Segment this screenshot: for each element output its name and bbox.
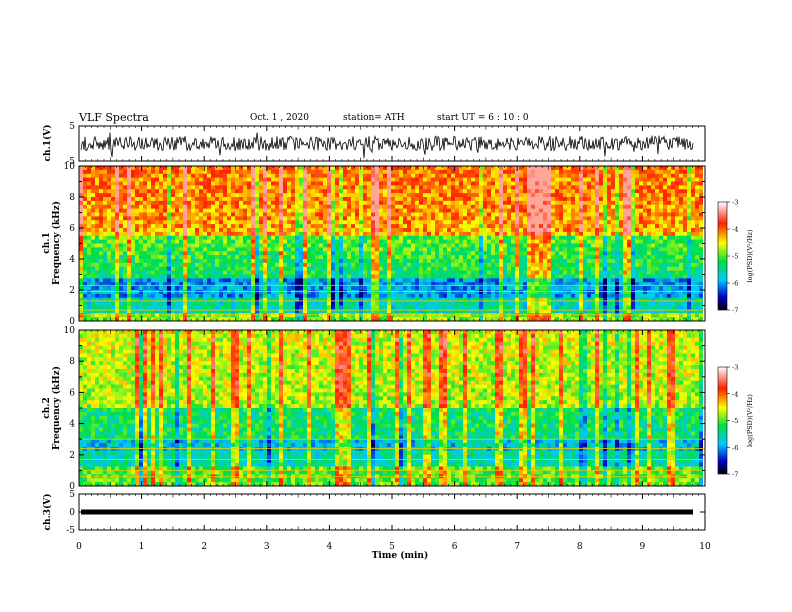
colorbar-tick-label: -7 bbox=[732, 471, 738, 479]
colorbar-tick-label: -5 bbox=[732, 253, 738, 261]
colorbar-tick-label: -5 bbox=[732, 417, 738, 425]
y-tick-label: 0 bbox=[69, 482, 75, 492]
colorbar-tick-label: -6 bbox=[732, 280, 738, 288]
x-tick-label: 0 bbox=[76, 542, 82, 552]
y-tick-label: -5 bbox=[66, 157, 75, 167]
ch3-volt-label: ch.3(V) bbox=[42, 494, 53, 531]
date-label: Oct. 1 , 2020 bbox=[250, 113, 309, 123]
y-tick-label: 5 bbox=[69, 490, 75, 500]
station-label: station= ATH bbox=[343, 113, 405, 123]
colorbar-tick-label: -7 bbox=[732, 307, 738, 315]
ch1-freq-label: Frequency (kHz) bbox=[51, 201, 62, 285]
y-tick-label: 6 bbox=[69, 224, 75, 234]
y-tick-label: 5 bbox=[69, 122, 75, 132]
colorbar-tick-label: -4 bbox=[732, 226, 738, 234]
y-tick-label: 0 bbox=[69, 508, 75, 518]
y-tick-label: 8 bbox=[69, 357, 75, 367]
start-time-label: start UT = 6 : 10 : 0 bbox=[437, 113, 529, 123]
ch1-waveform-trace bbox=[80, 132, 694, 159]
colorbar-label: log(PSD)(V²/Hz) bbox=[746, 394, 754, 447]
colorbar-label: log(PSD)(V²/Hz) bbox=[746, 229, 754, 282]
y-tick-label: 2 bbox=[69, 286, 75, 296]
ch1-label: ch.1 bbox=[42, 232, 52, 253]
y-tick-label: 0 bbox=[69, 317, 75, 327]
ch2-freq-label: Frequency (kHz) bbox=[51, 366, 62, 450]
colorbar-ch2 bbox=[717, 366, 728, 475]
ch2-label: ch.2 bbox=[42, 397, 52, 418]
x-tick-label: 6 bbox=[452, 542, 458, 552]
x-tick-label: 4 bbox=[327, 542, 333, 552]
ch3-waveform-trace bbox=[81, 509, 693, 515]
x-axis-label: Time (min) bbox=[372, 550, 429, 561]
x-tick-label: 7 bbox=[514, 542, 520, 552]
y-tick-label: 4 bbox=[69, 420, 75, 430]
y-tick-label: 10 bbox=[64, 326, 76, 336]
ch1-volt-label: ch.1(V) bbox=[42, 125, 53, 162]
x-tick-label: 10 bbox=[699, 542, 711, 552]
y-tick-label: 8 bbox=[69, 193, 75, 203]
spectrogram-ch1 bbox=[79, 166, 705, 322]
x-tick-label: 2 bbox=[201, 542, 207, 552]
colorbar-tick-label: -6 bbox=[732, 444, 738, 452]
x-tick-label: 9 bbox=[640, 542, 646, 552]
colorbar-ch1 bbox=[717, 201, 728, 311]
y-tick-label: 6 bbox=[69, 388, 75, 398]
colorbar-tick-label: -4 bbox=[732, 390, 738, 398]
x-tick-label: 3 bbox=[264, 542, 270, 552]
y-tick-label: 2 bbox=[69, 451, 75, 461]
spectrogram-ch2 bbox=[79, 330, 705, 487]
y-tick-label: 4 bbox=[69, 255, 75, 265]
chart-title: VLF Spectra bbox=[79, 111, 149, 124]
colorbar-tick-label: -3 bbox=[732, 199, 738, 207]
colorbar-tick-label: -3 bbox=[732, 364, 738, 372]
y-tick-label: -5 bbox=[66, 526, 75, 536]
x-tick-label: 8 bbox=[577, 542, 583, 552]
x-tick-label: 5 bbox=[389, 542, 395, 552]
y-tick-label: 10 bbox=[64, 162, 76, 172]
x-tick-label: 1 bbox=[139, 542, 145, 552]
